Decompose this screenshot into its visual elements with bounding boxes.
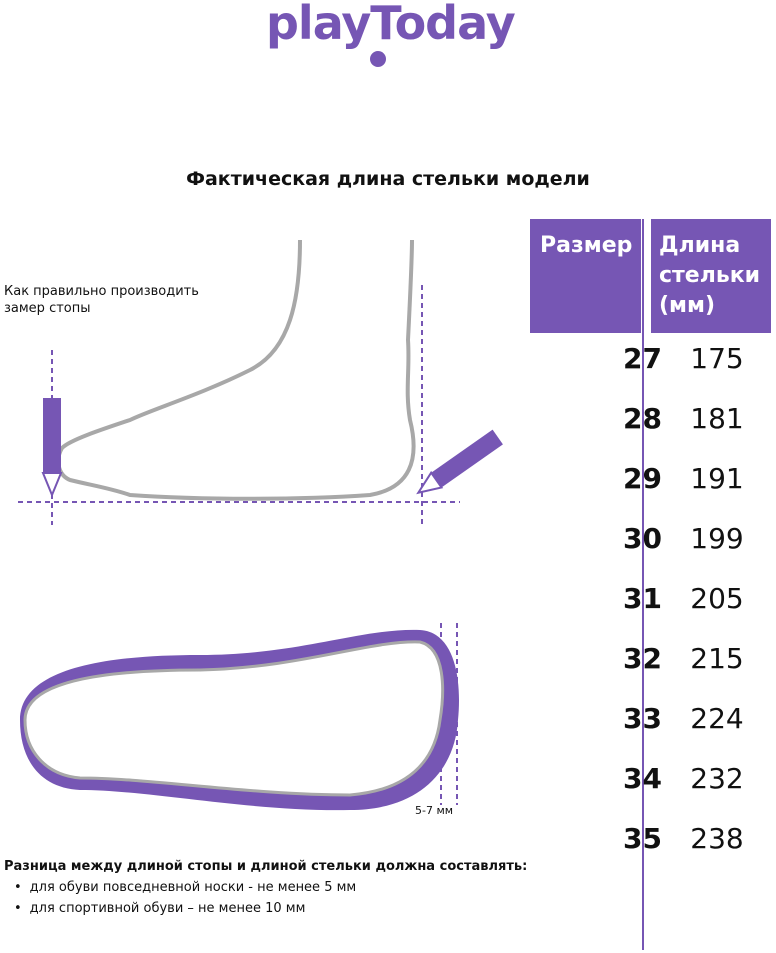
size-cell: 35 bbox=[623, 822, 662, 855]
length-cell: 175 bbox=[690, 342, 744, 375]
table-row: 34 232 bbox=[530, 762, 776, 802]
brand-logo: playToday bbox=[266, 0, 516, 70]
logo-dot bbox=[370, 51, 386, 67]
column-header-length: Длина стельки (мм) bbox=[651, 219, 771, 333]
pencil-icon bbox=[41, 398, 63, 498]
table-row: 32 215 bbox=[530, 642, 776, 682]
column-header-size: Размер bbox=[530, 219, 641, 333]
length-cell: 191 bbox=[690, 462, 744, 495]
size-cell: 34 bbox=[623, 762, 662, 795]
length-cell: 215 bbox=[690, 642, 744, 675]
size-cell: 29 bbox=[623, 462, 662, 495]
table-row: 27 175 bbox=[530, 342, 776, 382]
gap-label: 5-7 мм bbox=[415, 804, 454, 817]
table-row: 31 205 bbox=[530, 582, 776, 622]
foot-side-view bbox=[56, 239, 416, 501]
logo-text: playToday bbox=[266, 0, 516, 50]
table-row: 28 181 bbox=[530, 402, 776, 442]
length-cell: 199 bbox=[690, 522, 744, 555]
note-item: для спортивной обуви – не менее 10 мм bbox=[14, 898, 527, 919]
table-row: 35 238 bbox=[530, 822, 776, 862]
length-cell: 205 bbox=[690, 582, 744, 615]
size-cell: 32 bbox=[623, 642, 662, 675]
note-item: для обуви повседневной носки - не менее … bbox=[14, 877, 527, 898]
foot-illustrations bbox=[18, 239, 503, 811]
measure-hint: Как правильно производить замер стопы bbox=[4, 284, 199, 316]
length-cell: 224 bbox=[690, 702, 744, 735]
table-row: 29 191 bbox=[530, 462, 776, 502]
table-row: 33 224 bbox=[530, 702, 776, 742]
insole-top-view bbox=[20, 629, 460, 811]
size-cell: 31 bbox=[623, 582, 662, 615]
length-cell: 232 bbox=[690, 762, 744, 795]
size-cell: 28 bbox=[623, 402, 662, 435]
size-cell: 33 bbox=[623, 702, 662, 735]
length-cell: 181 bbox=[690, 402, 744, 435]
size-cell: 30 bbox=[623, 522, 662, 555]
table-row: 30 199 bbox=[530, 522, 776, 562]
page-title: Фактическая длина стельки модели bbox=[186, 168, 590, 190]
length-cell: 238 bbox=[690, 822, 744, 855]
pencil-icon bbox=[416, 429, 503, 495]
size-note: Разница между длиной стопы и длиной стел… bbox=[4, 856, 527, 919]
note-heading: Разница между длиной стопы и длиной стел… bbox=[4, 859, 528, 874]
size-cell: 27 bbox=[623, 342, 662, 375]
column-divider bbox=[642, 219, 644, 950]
